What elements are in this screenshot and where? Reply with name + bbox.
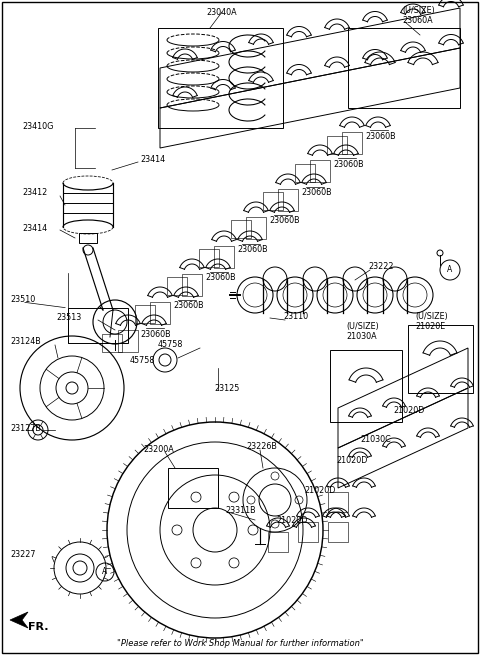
Bar <box>214 246 234 268</box>
Bar <box>231 220 251 238</box>
Bar <box>263 192 283 210</box>
Text: 23510: 23510 <box>10 295 35 304</box>
Text: 21020D: 21020D <box>336 456 367 465</box>
Bar <box>328 492 348 512</box>
Text: 23513: 23513 <box>56 313 81 322</box>
Bar <box>168 468 218 508</box>
Text: 23227: 23227 <box>10 550 36 559</box>
Text: 23412: 23412 <box>22 188 47 197</box>
Text: 21020D: 21020D <box>393 406 424 415</box>
Text: 23060B: 23060B <box>365 132 396 141</box>
Text: 23060B: 23060B <box>237 245 268 254</box>
Bar <box>102 334 122 352</box>
Text: 23311B: 23311B <box>225 506 256 515</box>
Text: 21020D: 21020D <box>304 486 336 495</box>
Bar <box>327 136 347 154</box>
Text: 21020D: 21020D <box>276 516 307 525</box>
Bar <box>328 522 348 542</box>
Bar <box>150 302 170 324</box>
Text: 23060B: 23060B <box>140 330 170 339</box>
Bar <box>408 325 473 393</box>
Polygon shape <box>10 612 28 628</box>
Text: 45758: 45758 <box>130 356 156 365</box>
Bar <box>167 277 187 295</box>
Text: 23125: 23125 <box>214 384 240 393</box>
Bar <box>330 350 402 422</box>
Text: 23060B: 23060B <box>173 301 204 310</box>
Bar <box>118 330 138 352</box>
Bar <box>199 249 219 267</box>
Text: 23127B: 23127B <box>10 424 41 433</box>
Bar <box>342 132 362 154</box>
Text: 23060B: 23060B <box>269 216 300 225</box>
Bar <box>182 274 202 296</box>
Bar <box>278 189 298 211</box>
Text: A: A <box>102 567 108 576</box>
Bar <box>158 28 283 128</box>
Bar <box>246 217 266 239</box>
Text: 23110: 23110 <box>283 312 308 321</box>
Text: 23060A: 23060A <box>402 16 432 25</box>
Text: 21030A: 21030A <box>346 332 377 341</box>
Text: 45758: 45758 <box>158 340 183 349</box>
Text: 23040A: 23040A <box>207 8 237 17</box>
Text: 23226B: 23226B <box>246 442 277 451</box>
Text: "Please refer to Work Shop Manual for further information": "Please refer to Work Shop Manual for fu… <box>117 639 363 648</box>
Bar <box>68 308 128 343</box>
Bar <box>298 522 318 542</box>
Text: 23060B: 23060B <box>301 188 332 197</box>
Text: FR.: FR. <box>28 622 48 632</box>
Text: 21020E: 21020E <box>415 322 445 331</box>
Text: 23414: 23414 <box>22 224 47 233</box>
Text: 23200A: 23200A <box>143 445 174 454</box>
Text: 23410G: 23410G <box>22 122 53 131</box>
Text: 23414: 23414 <box>140 155 165 164</box>
Bar <box>135 305 155 323</box>
Bar <box>295 164 315 182</box>
Text: 21030C: 21030C <box>360 435 391 444</box>
Text: (U/SIZE): (U/SIZE) <box>402 6 435 15</box>
Bar <box>310 160 330 182</box>
Text: 23222: 23222 <box>368 262 394 271</box>
Text: (U/SIZE): (U/SIZE) <box>346 322 379 331</box>
Text: A: A <box>447 265 453 274</box>
Text: 23124B: 23124B <box>10 337 41 346</box>
Bar <box>268 532 288 552</box>
Text: 23060B: 23060B <box>333 160 364 169</box>
Bar <box>348 28 460 108</box>
Text: 23060B: 23060B <box>205 273 236 282</box>
Text: (U/SIZE): (U/SIZE) <box>415 312 448 321</box>
Bar <box>79 233 97 243</box>
